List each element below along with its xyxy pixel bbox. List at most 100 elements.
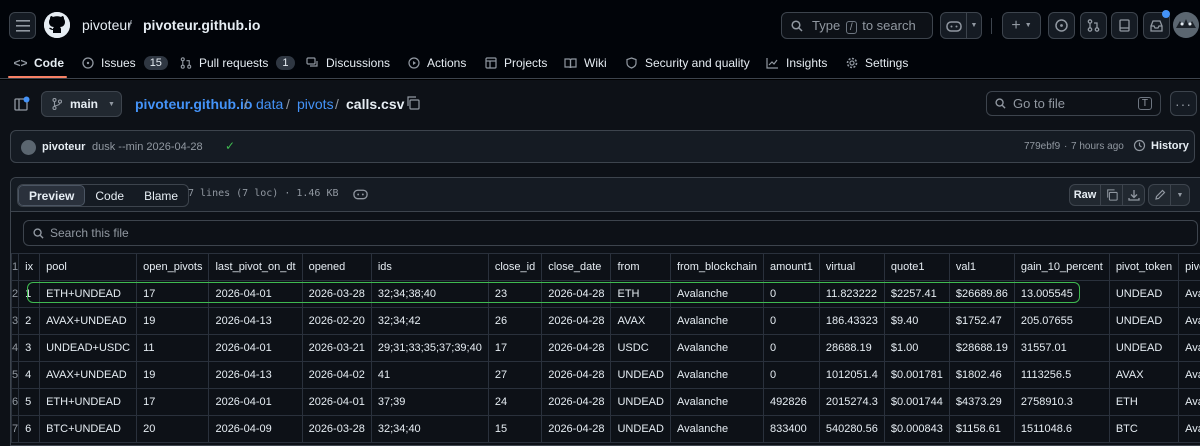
- avatar[interactable]: [1173, 12, 1199, 38]
- code-mode-button[interactable]: Code: [95, 188, 125, 203]
- column-header: last_pivot_on_dt: [208, 253, 303, 281]
- copilot-button[interactable]: [940, 12, 967, 39]
- table-cell: $0.000843: [883, 415, 950, 443]
- table-cell: 41: [370, 361, 489, 389]
- table-cell: 32;34;42: [370, 307, 489, 335]
- issue-count-badge: 15: [143, 56, 168, 70]
- breadcrumb-pivots[interactable]: pivots: [297, 96, 334, 112]
- kebab-horizontal-icon: ···: [1175, 95, 1192, 112]
- owner-link[interactable]: pivoteur: [82, 17, 132, 33]
- copilot-icon: [945, 21, 962, 32]
- tab-security[interactable]: Security and quality: [625, 53, 750, 73]
- chevron-down-icon: ▼: [970, 22, 978, 29]
- table-cell: ETH: [610, 280, 671, 308]
- line-number[interactable]: 1: [10, 253, 20, 281]
- tab-code[interactable]: <> Code: [14, 53, 65, 73]
- blame-mode-button[interactable]: Blame: [144, 188, 179, 203]
- copilot-ask-button[interactable]: [353, 187, 368, 203]
- menu-button[interactable]: [9, 12, 36, 39]
- commit-author[interactable]: pivoteur: [42, 141, 86, 153]
- table-cell: 2026-04-28: [541, 280, 612, 308]
- branch-selector[interactable]: main ▼: [41, 91, 122, 117]
- breadcrumb-data[interactable]: data: [256, 96, 284, 112]
- triangle-down-icon: ▼: [1176, 191, 1184, 199]
- table-cell: 28688.19: [818, 334, 885, 362]
- table-cell: 6: [18, 415, 41, 443]
- search-icon: [33, 228, 44, 239]
- column-header: amount1: [763, 253, 820, 281]
- table-cell: 1012051.4: [818, 361, 885, 389]
- csv-table: 1 ix pool open_pivots last_pivot_on_dt o…: [10, 253, 1200, 443]
- git-branch-icon: [52, 98, 62, 110]
- commit-time: 7 hours ago: [1071, 141, 1124, 152]
- table-cell: 1511048.6: [1013, 415, 1110, 443]
- line-number[interactable]: 3: [10, 307, 20, 335]
- raw-button[interactable]: Raw: [1069, 184, 1101, 206]
- copy-icon: [407, 96, 420, 110]
- issues-button[interactable]: [1048, 12, 1075, 39]
- file-stats: 7 lines (7 loc) · 1.46 KB: [188, 188, 339, 199]
- edit-menu-button[interactable]: ▼: [1170, 184, 1190, 206]
- pull-requests-button[interactable]: [1080, 12, 1107, 39]
- tab-insights[interactable]: Insights: [766, 53, 827, 73]
- sidebar-toggle-button[interactable]: [14, 96, 30, 112]
- create-new-button[interactable]: + ▼: [1002, 12, 1041, 39]
- search-prefix: Type: [812, 18, 841, 33]
- line-number[interactable]: 4: [10, 334, 20, 362]
- table-cell: 19: [136, 307, 210, 335]
- tab-projects[interactable]: Projects: [484, 53, 547, 73]
- table-cell: Avalanche: [1178, 307, 1200, 335]
- more-options-button[interactable]: ···: [1170, 91, 1197, 116]
- pull-request-icon: [179, 57, 192, 70]
- table-row: 2 1 ETH+UNDEAD 17 2026-04-01 2026-03-28 32;34;…: [10, 280, 1200, 308]
- file-content-box: Preview Code Blame 7 lines (7 loc) · 1.4…: [10, 177, 1200, 446]
- pencil-icon: [1154, 189, 1165, 200]
- gear-icon: [845, 57, 858, 70]
- tab-pull-requests[interactable]: Pull requests 1: [179, 53, 295, 73]
- column-header: opened: [301, 253, 372, 281]
- history-button[interactable]: History: [1133, 139, 1189, 152]
- download-button[interactable]: [1122, 184, 1145, 206]
- table-cell: 5: [18, 388, 41, 416]
- repositories-button[interactable]: [1111, 12, 1138, 39]
- commit-message[interactable]: dusk --min 2026-04-28: [92, 141, 203, 153]
- line-number[interactable]: 6: [10, 388, 20, 416]
- line-number[interactable]: 2: [10, 280, 20, 308]
- tab-label: Settings: [865, 56, 909, 70]
- graph-icon: [766, 57, 779, 70]
- search-file-input[interactable]: Search this file: [23, 220, 1198, 246]
- go-to-file-input[interactable]: Go to file T: [986, 91, 1161, 116]
- tab-issues[interactable]: Issues 15: [81, 53, 168, 73]
- global-search-input[interactable]: Type / to search: [781, 12, 933, 39]
- notifications-button[interactable]: [1143, 10, 1170, 39]
- line-number[interactable]: 7: [10, 415, 20, 443]
- table-cell: Avalanche: [669, 280, 765, 308]
- table-cell: 19: [136, 361, 210, 389]
- copy-path-button[interactable]: [406, 96, 420, 110]
- line-number[interactable]: 5: [10, 361, 20, 389]
- inbox-icon: [1150, 19, 1163, 32]
- tab-actions[interactable]: Actions: [407, 53, 466, 73]
- table-cell: 2026-04-28: [541, 388, 612, 416]
- search-icon: [791, 20, 803, 32]
- table-cell: 29;31;33;35;37;39;40: [370, 334, 489, 362]
- table-cell: Avalanche: [1178, 334, 1200, 362]
- tab-wiki[interactable]: Wiki: [564, 53, 607, 73]
- table-cell: Avalanche: [669, 307, 765, 335]
- copilot-menu-button[interactable]: ▼: [966, 12, 982, 39]
- copy-raw-button[interactable]: [1100, 184, 1123, 206]
- edit-button[interactable]: [1148, 184, 1171, 206]
- table-cell: $4373.29: [948, 388, 1015, 416]
- table-cell: 26: [487, 307, 543, 335]
- github-logo-icon[interactable]: [44, 12, 70, 38]
- table-cell: UNDEAD: [610, 361, 671, 389]
- preview-mode-button[interactable]: Preview: [18, 185, 86, 206]
- commit-sha[interactable]: 779ebf9: [1024, 141, 1061, 152]
- repo-link[interactable]: pivoteur.github.io: [143, 17, 261, 33]
- tab-settings[interactable]: Settings: [845, 53, 908, 73]
- file-view: main ▼ pivoteur.github.io / data / pivot…: [0, 80, 1200, 446]
- breadcrumb-repo[interactable]: pivoteur.github.io: [135, 96, 253, 112]
- tab-discussions[interactable]: Discussions: [306, 53, 390, 73]
- breadcrumb-separator: /: [335, 96, 339, 112]
- table-cell: 13.005545: [1013, 280, 1110, 308]
